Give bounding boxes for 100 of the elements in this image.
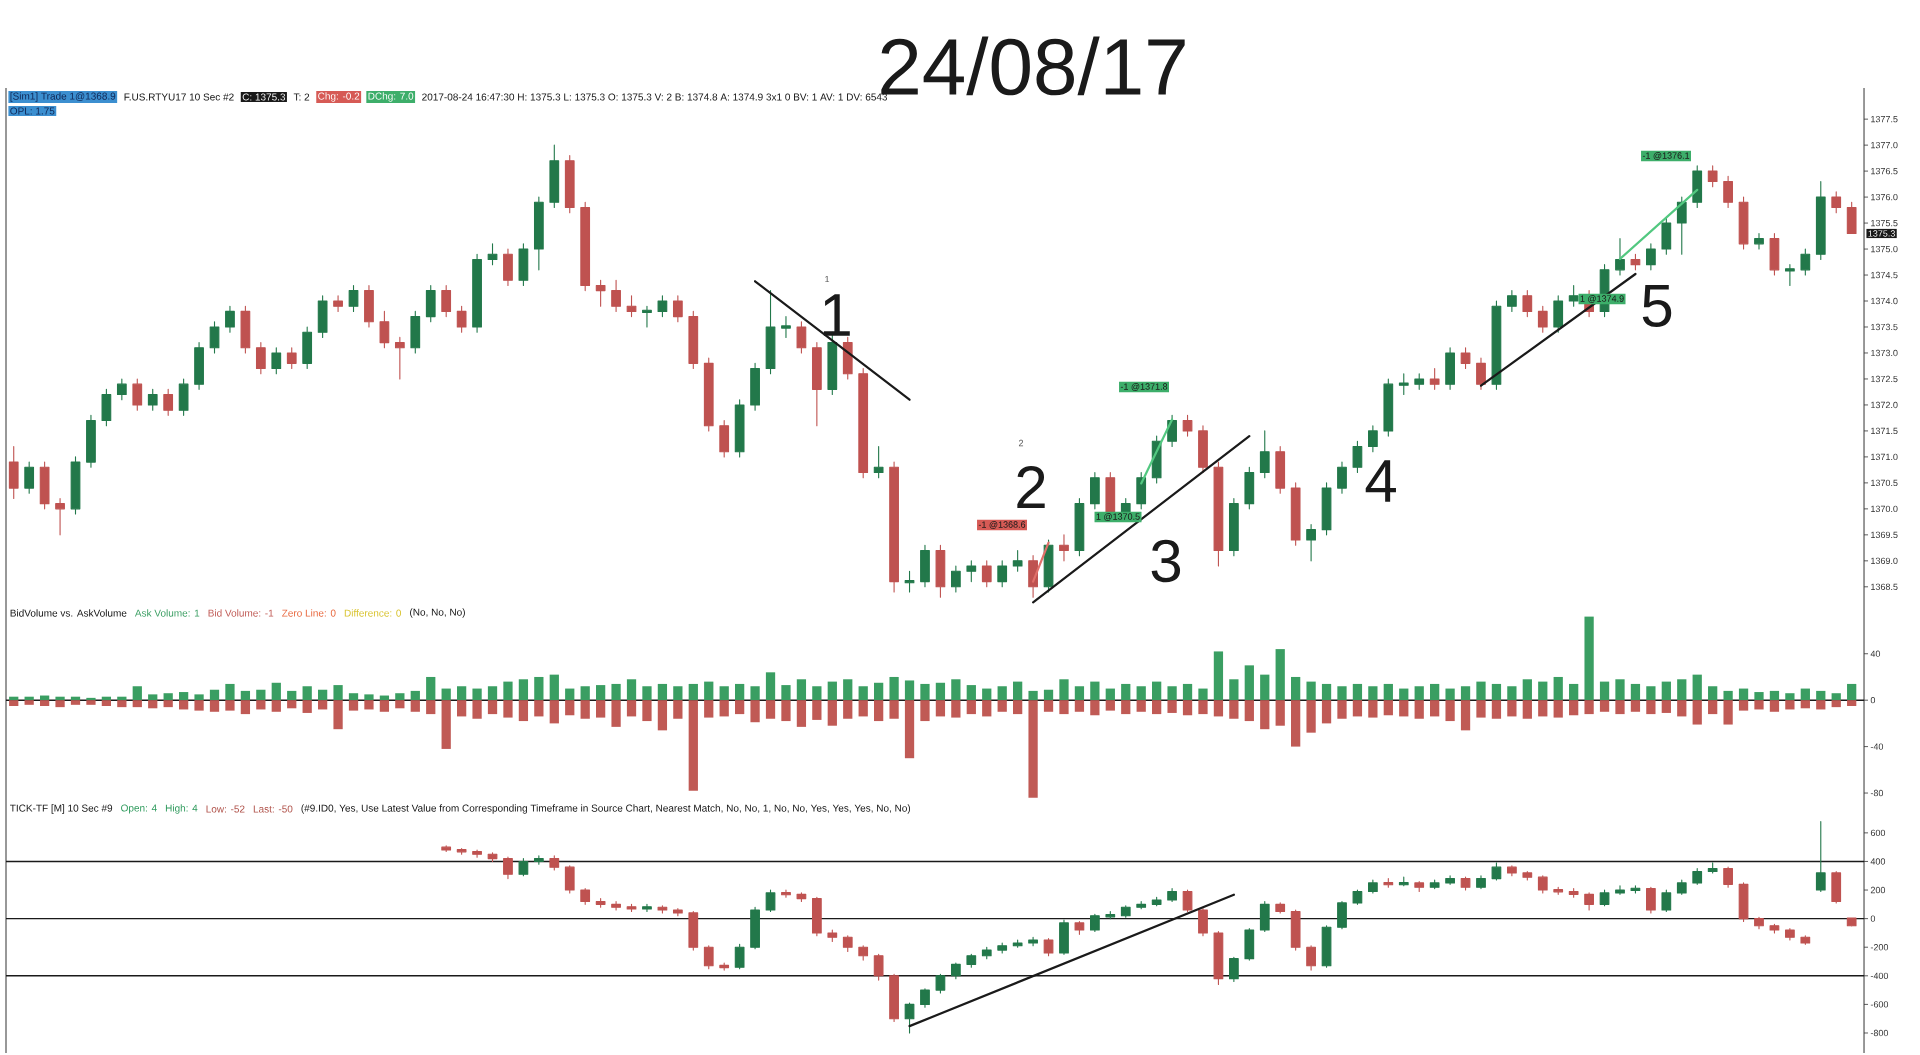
bar (1460, 700, 1471, 731)
candlestick (1167, 888, 1177, 903)
candlestick (441, 845, 452, 852)
annotation: Low: -52 (206, 805, 245, 813)
bar (1522, 679, 1532, 701)
bar (1275, 649, 1285, 701)
bar (1337, 686, 1347, 701)
candlestick (935, 544, 946, 598)
y-tick-label: 1374.5 (1871, 271, 1898, 279)
y-tick-label: 1371.5 (1871, 427, 1898, 435)
bar (1785, 700, 1795, 710)
candlestick (1368, 879, 1378, 894)
candlestick (1059, 534, 1069, 562)
candlestick (564, 154, 575, 214)
bar (534, 676, 544, 701)
bar (1569, 700, 1579, 716)
bar (209, 700, 220, 712)
candlestick (147, 388, 158, 411)
y-tick-label: -200 (1870, 944, 1889, 951)
bar (302, 686, 312, 701)
bar (1105, 688, 1115, 701)
bar (178, 700, 189, 710)
y-tick-label: 1369.5 (1871, 531, 1898, 539)
candlestick (626, 903, 637, 913)
candlestick (1352, 889, 1363, 905)
bar (812, 686, 822, 701)
bar (1445, 700, 1455, 722)
candlestick (1476, 875, 1486, 890)
candlestick (966, 953, 977, 968)
candlestick (719, 419, 730, 458)
candlestick (1213, 461, 1224, 567)
y-tick-label: 1373.0 (1871, 349, 1898, 357)
candlestick (564, 865, 575, 894)
candlestick (364, 284, 374, 328)
bar (1584, 700, 1594, 715)
annotation: (#9.ID0, Yes, Use Latest Value from Corresponding Timeframe in Source Chart, Nearest Match, No, No, 1, No, No, Yes, Yes, Yes, No, No) (301, 804, 911, 814)
candlestick (981, 560, 992, 588)
bar (487, 686, 498, 701)
candlestick (1429, 368, 1440, 390)
candlestick (1537, 305, 1548, 333)
candlestick (549, 144, 560, 209)
bar (1013, 681, 1023, 701)
bar (1507, 686, 1517, 701)
bar (1692, 674, 1702, 701)
candlestick (441, 284, 452, 318)
bar (1321, 700, 1332, 724)
bar (1677, 679, 1687, 701)
candlestick (1661, 217, 1672, 255)
candlestick (997, 560, 1008, 588)
y-tick-label: -80 (1870, 789, 1884, 797)
candlestick (1383, 378, 1394, 437)
bar (982, 688, 992, 701)
bar (827, 700, 837, 726)
bar (163, 700, 173, 708)
candlestick (1383, 878, 1394, 888)
bar (688, 683, 698, 701)
candlestick (1553, 886, 1564, 895)
candlestick (904, 1002, 915, 1034)
bar (55, 700, 65, 708)
bar (132, 700, 142, 708)
bar (735, 683, 745, 701)
candlestick (518, 858, 529, 877)
candlestick (1800, 935, 1811, 945)
bar (518, 700, 529, 722)
candlestick (1012, 549, 1023, 572)
candlestick (966, 560, 977, 583)
bar (735, 700, 745, 715)
candlestick (873, 953, 884, 981)
candlestick (302, 326, 313, 370)
candlestick (1769, 232, 1780, 276)
bar (1152, 700, 1162, 715)
bar (287, 700, 297, 709)
chart-title: BidVolume vs. AskVolume (10, 609, 127, 617)
bar (904, 700, 915, 759)
bar (333, 685, 343, 701)
bar (657, 700, 668, 731)
y-tick-label: -40 (1870, 743, 1884, 750)
bar (1491, 700, 1502, 719)
candlestick (55, 497, 65, 536)
bar (1800, 700, 1810, 709)
bar (1507, 700, 1517, 717)
annotation: OPL: 1.75 (10, 107, 55, 115)
bar (240, 700, 251, 715)
y-tick-label: 1376.5 (1871, 167, 1898, 175)
candlestick (1507, 865, 1517, 877)
candlestick (1846, 917, 1857, 927)
bar (889, 700, 899, 719)
candlestick (889, 973, 899, 1023)
chart-title: TICK-TF [M] 10 Sec #9 (10, 804, 113, 814)
candlestick (1352, 440, 1363, 474)
candlestick (1537, 875, 1548, 894)
bar (1738, 688, 1749, 701)
bar (704, 700, 714, 718)
candlestick (1584, 892, 1594, 911)
candlestick (1692, 868, 1703, 885)
candlestick (595, 279, 606, 307)
candlestick (1136, 900, 1147, 910)
bar (580, 686, 590, 701)
bar (256, 689, 266, 701)
bar (534, 700, 544, 717)
